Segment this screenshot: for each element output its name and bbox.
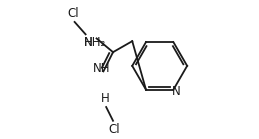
- Text: Cl: Cl: [67, 7, 79, 20]
- Text: H: H: [84, 36, 93, 49]
- Text: N: N: [171, 85, 180, 98]
- Text: H: H: [100, 92, 109, 105]
- Text: Cl: Cl: [108, 123, 120, 136]
- Text: NH: NH: [93, 62, 111, 75]
- Text: NH₂: NH₂: [84, 36, 106, 49]
